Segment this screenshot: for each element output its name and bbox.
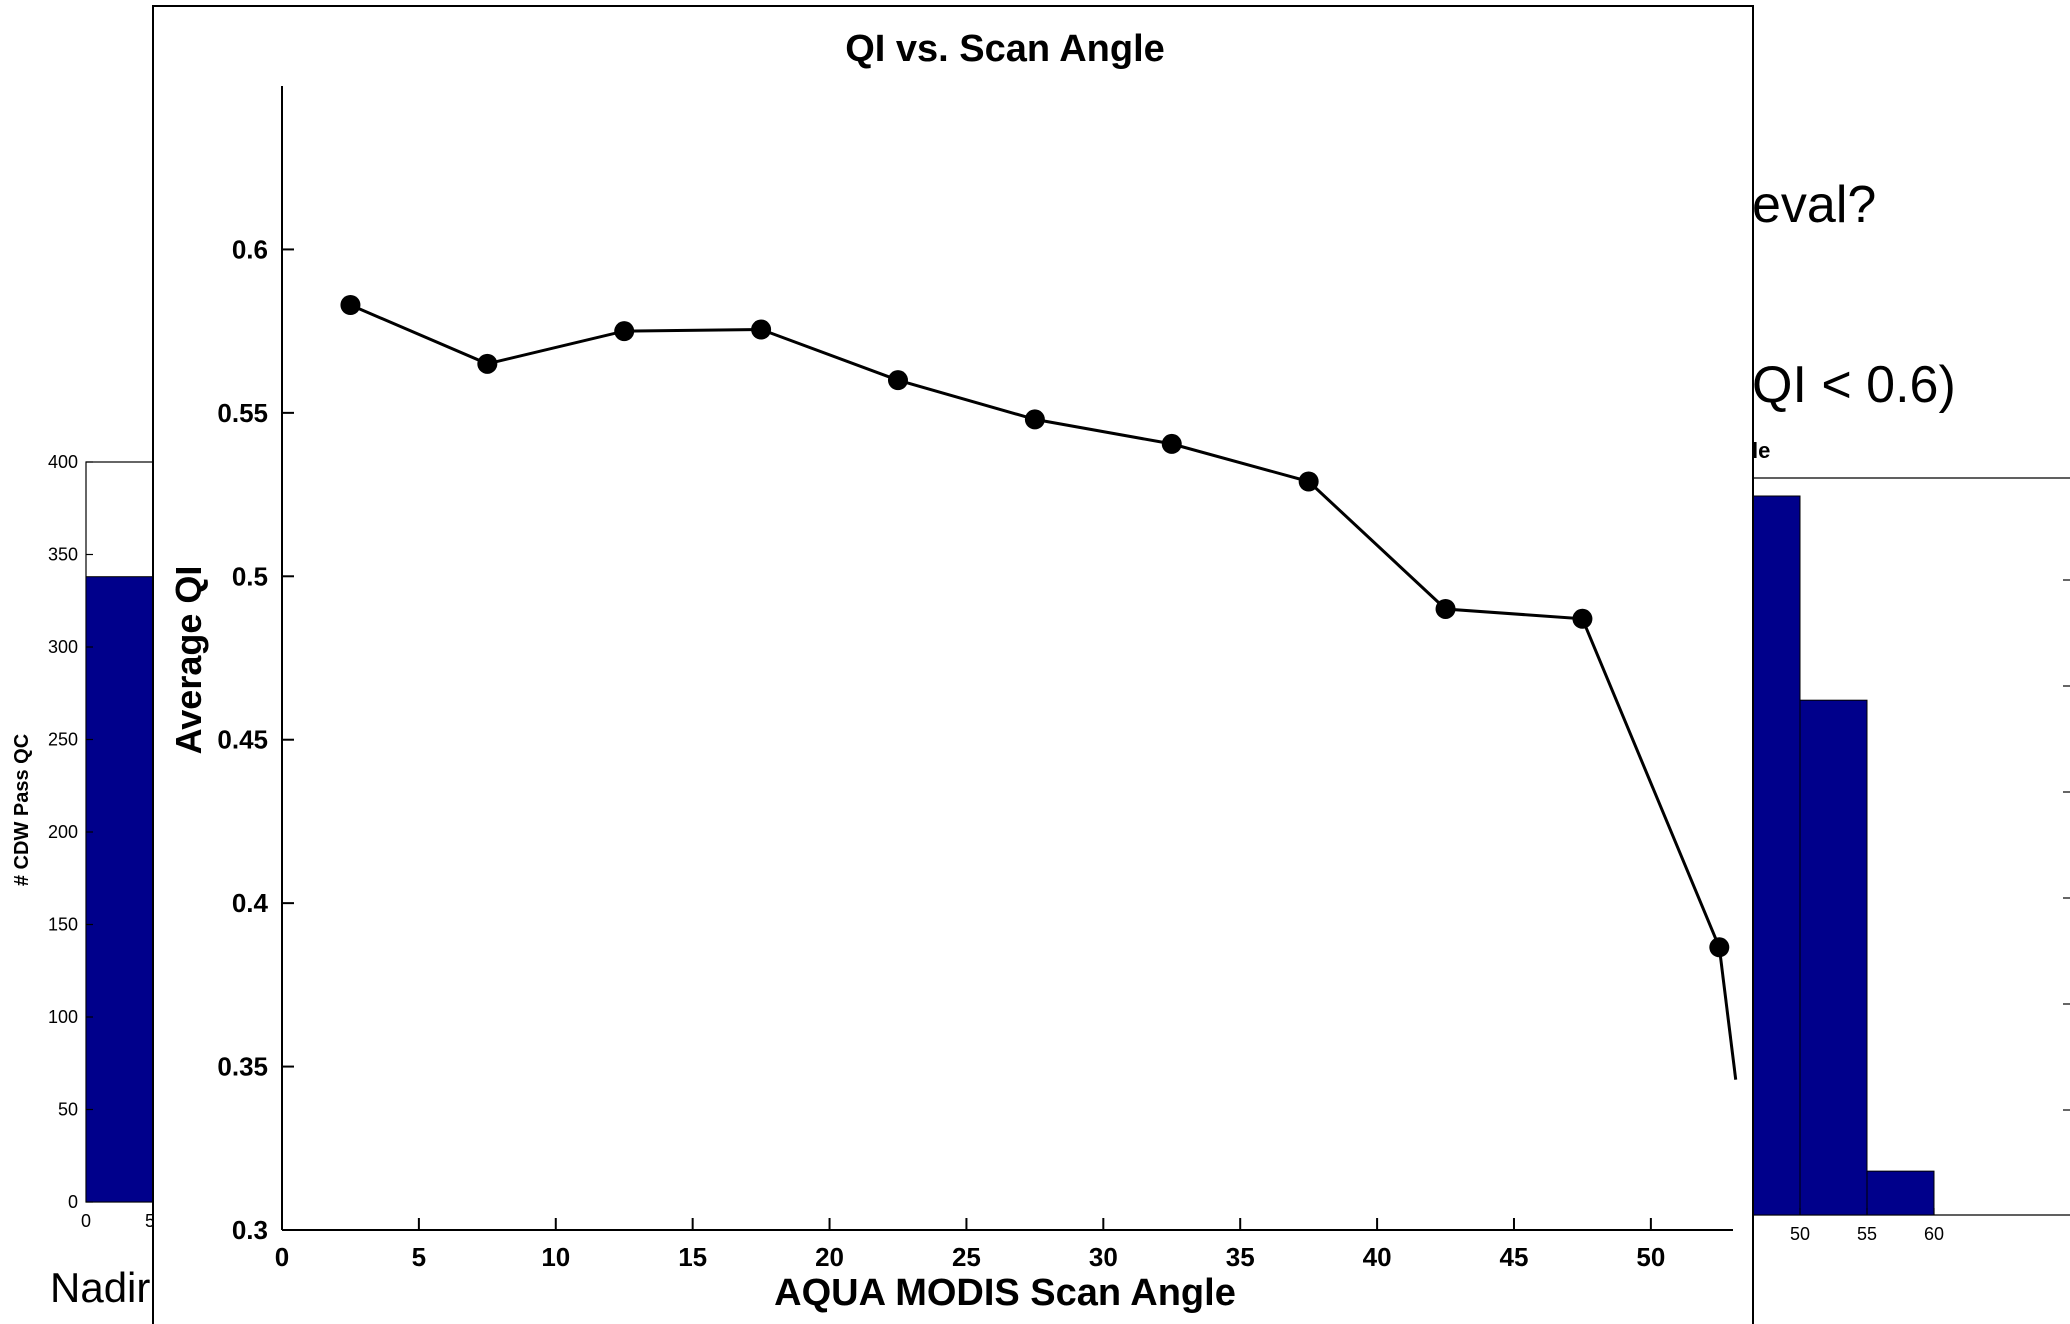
main-chart-window: QI vs. Scan Angle 0 5 10 15 20 25 30 35 40 45 50 0.… — [152, 5, 1754, 1324]
data-point — [751, 319, 772, 340]
data-point — [1572, 608, 1593, 629]
chart-title: QI vs. Scan Angle — [845, 28, 1165, 70]
main-axes: 0 5 10 15 20 25 30 35 40 45 50 0.3 0.35 0.4 0.45 0.5 0.5… — [217, 86, 1733, 1272]
left-hist-xtick-label: 0 — [81, 1211, 91, 1231]
data-point — [340, 294, 361, 315]
data-point — [887, 370, 908, 391]
right-hist-xtick-label: 60 — [1924, 1224, 1944, 1244]
left-hist-ytick-label: 150 — [48, 915, 78, 935]
data-point — [1024, 409, 1045, 430]
left-hist-ytick-label: 50 — [58, 1100, 78, 1120]
y-axis-label: Average QI — [168, 566, 209, 755]
right-histogram: 50 55 60 — [1732, 477, 2070, 1244]
x-tick-label: 30 — [1089, 1242, 1118, 1272]
x-tick-label: 0 — [275, 1242, 289, 1272]
left-hist-ytick-label: 0 — [68, 1192, 78, 1212]
slide-text-nadir: Nadir — [50, 1264, 150, 1311]
slide-text-qi: QI < 0.6) — [1752, 356, 1956, 414]
data-point — [1161, 433, 1182, 454]
y-tick-label: 0.3 — [232, 1215, 268, 1245]
left-histogram: 0 50 100 150 200 250 300 350 400 0 5 # CDW Pass QC — [11, 452, 156, 1231]
y-tick-label: 0.6 — [232, 234, 268, 264]
x-axis-label: AQUA MODIS Scan Angle — [774, 1272, 1236, 1314]
main-series — [340, 294, 1738, 1080]
left-hist-ytick-label: 300 — [48, 637, 78, 657]
x-tick-label: 50 — [1636, 1242, 1665, 1272]
y-tick-label: 0.4 — [232, 888, 269, 918]
right-hist-xtick-label: 55 — [1857, 1224, 1877, 1244]
x-tick-label: 35 — [1226, 1242, 1255, 1272]
y-tick-label: 0.45 — [217, 725, 268, 755]
y-tick-label: 0.35 — [217, 1052, 268, 1082]
left-hist-ylabel: # CDW Pass QC — [11, 734, 33, 886]
x-tick-label: 20 — [815, 1242, 844, 1272]
x-tick-label: 5 — [412, 1242, 426, 1272]
left-hist-ytick-label: 250 — [48, 730, 78, 750]
y-tick-label: 0.55 — [217, 398, 268, 428]
series-tail — [1717, 947, 1738, 1080]
x-tick-label: 40 — [1363, 1242, 1392, 1272]
left-hist-xtick-label: 5 — [145, 1211, 155, 1231]
x-tick-label: 10 — [541, 1242, 570, 1272]
right-hist-bar — [1866, 1170, 1935, 1216]
x-tick-label: 45 — [1500, 1242, 1529, 1272]
left-hist-ytick-label: 400 — [48, 452, 78, 472]
data-point — [1435, 598, 1456, 619]
data-point — [614, 321, 635, 342]
right-hist-bar — [1799, 699, 1868, 1216]
left-hist-bar — [85, 576, 156, 1203]
x-tick-label: 15 — [678, 1242, 707, 1272]
data-point — [1298, 471, 1319, 492]
right-hist-xtick-label: 50 — [1790, 1224, 1810, 1244]
data-point — [1709, 937, 1730, 958]
main-chart-frame — [152, 5, 1754, 1324]
x-tick-label: 25 — [952, 1242, 981, 1272]
left-hist-ytick-label: 200 — [48, 822, 78, 842]
data-point — [477, 353, 498, 374]
slide-text-le: le — [1752, 438, 1770, 463]
left-hist-ytick-label: 350 — [48, 545, 78, 565]
left-hist-ytick-label: 100 — [48, 1007, 78, 1027]
slide-text-eval: eval? — [1752, 176, 1876, 234]
y-tick-label: 0.5 — [232, 561, 268, 591]
